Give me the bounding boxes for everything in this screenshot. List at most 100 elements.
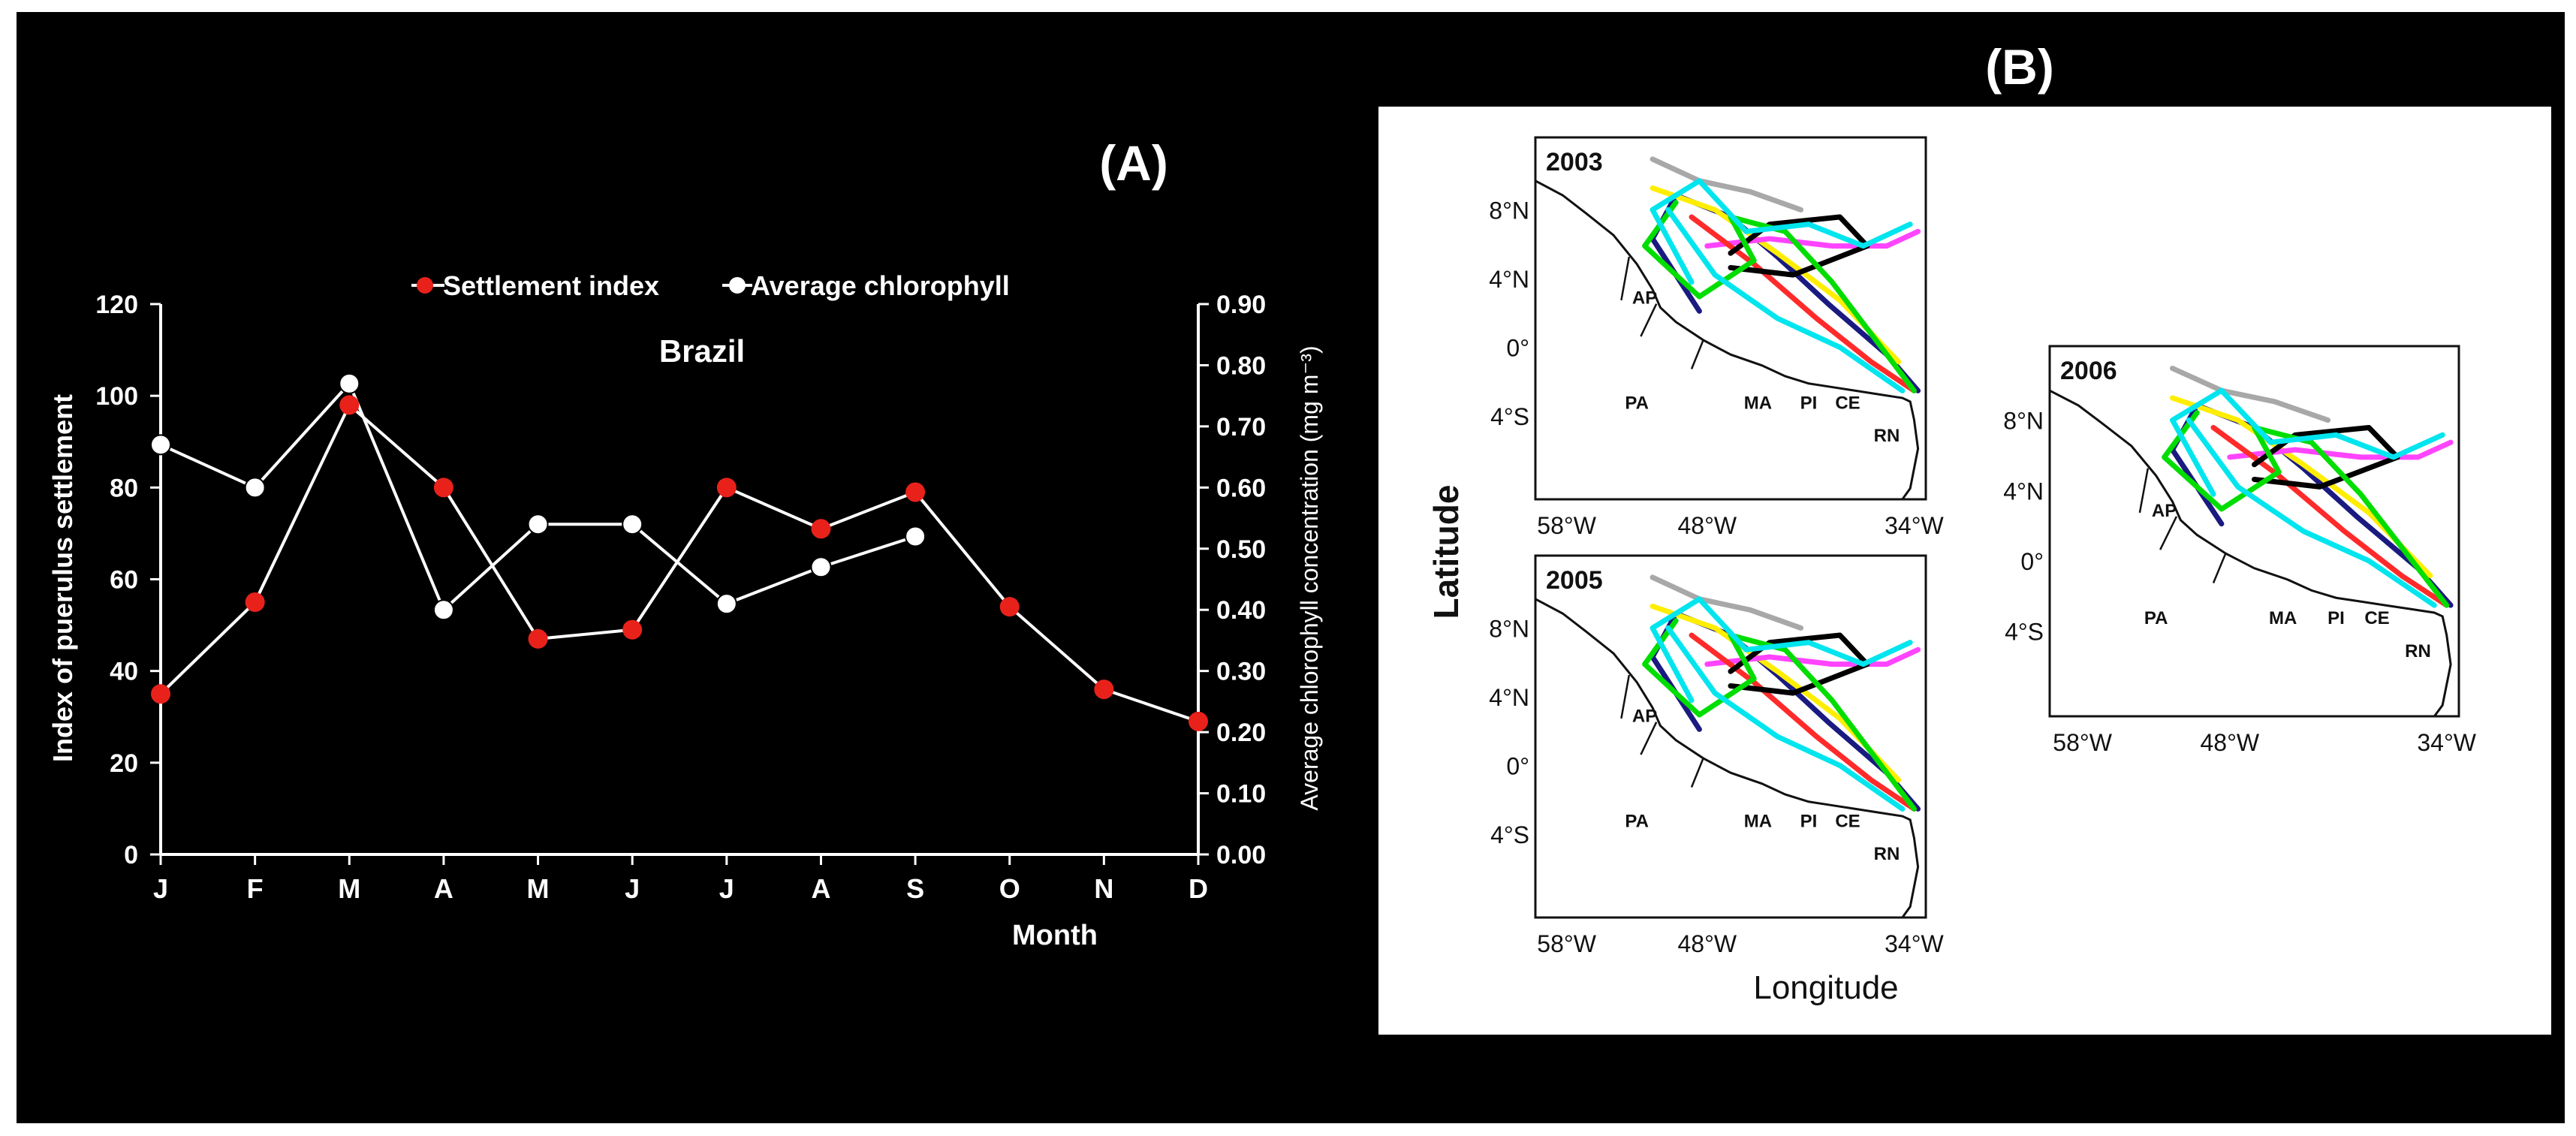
legend-chlorophyll-marker (729, 277, 746, 294)
longitude-tick-label: 58°W (1537, 930, 1596, 957)
right-tick-label: 0.70 (1216, 413, 1266, 441)
settlement-point (433, 478, 453, 498)
data-series (150, 372, 1208, 731)
region-label: AP (1632, 288, 1657, 309)
map-group: 2003 8°N 4°N 0° 4°S 58°W 48°W 34°W AP PA MA PI CE RN 2… (1489, 136, 2477, 957)
longitude-tick-label: 58°W (2053, 729, 2112, 756)
region-label: PA (1625, 393, 1649, 414)
latitude-axis-label: Latitude (1427, 485, 1466, 619)
larval-trajectory (2170, 366, 2331, 423)
map-frame (1534, 136, 1927, 501)
left-tick-label: 60 (110, 566, 138, 595)
latitude-tick-label: 0° (1506, 335, 1529, 362)
region-label: RN (2405, 641, 2431, 661)
latitude-tick-label: 4°S (1490, 821, 1529, 848)
x-tick-label: F (247, 873, 264, 904)
trajectory-map: 2005 8°N 4°N 0° 4°S 58°W 48°W 34°W AP PA MA PI CE RN (1489, 554, 1944, 957)
panel-b-maps: (B) Latitude Longitude 2003 8°N 4°N 0° 4°S 58… (1378, 39, 2551, 1035)
estuary-line (1690, 339, 1704, 369)
estuary-line (1640, 722, 1658, 755)
chlorophyll-point (244, 477, 266, 499)
region-label: MA (1744, 812, 1772, 832)
left-tick-label: 120 (95, 291, 138, 319)
latitude-tick-label: 4°S (1490, 403, 1529, 430)
chart-title: Brazil (659, 333, 745, 369)
chlorophyll-point (150, 434, 171, 456)
estuary-line (1620, 256, 1631, 301)
larval-trajectory (2170, 387, 2445, 497)
region-label: MA (2269, 608, 2297, 628)
map-frame (1534, 554, 1927, 919)
panel-b-label: (B) (1985, 39, 2054, 95)
x-tick-label: J (625, 873, 640, 904)
left-tick-label: 0 (124, 841, 138, 869)
settlement-point (1094, 679, 1114, 700)
trajectory-map: 2006 8°N 4°N 0° 4°S 58°W 48°W 34°W AP PA MA PI CE RN (2003, 345, 2477, 756)
x-tick-label: S (906, 873, 924, 904)
latitude-tick-label: 4°S (2005, 619, 2044, 646)
region-label: CE (2364, 608, 2389, 628)
x-tick-label: A (811, 873, 830, 904)
chlorophyll-point (810, 556, 832, 578)
estuary-line (2159, 516, 2178, 550)
larval-trajectory (1650, 596, 1913, 704)
region-label: MA (1744, 393, 1772, 414)
settlement-point (716, 478, 737, 498)
region-label: AP (2152, 501, 2177, 521)
map-year-label: 2005 (1546, 566, 1603, 595)
latitude-tick-label: 4°N (1489, 684, 1529, 711)
map-year-label: 2006 (2060, 357, 2117, 385)
estuary-line (1640, 303, 1658, 337)
legend-chlorophyll-label: Average chlorophyll (751, 270, 1010, 301)
longitude-tick-label: 48°W (2201, 729, 2260, 756)
panel-a-label: (A) (1099, 135, 1168, 191)
region-label: RN (1874, 426, 1900, 446)
estuary-line (2138, 468, 2150, 514)
chlorophyll-point (905, 526, 926, 547)
estuary-line (1620, 674, 1631, 719)
left-tick-label: 100 (95, 382, 138, 411)
right-tick-label: 0.50 (1216, 535, 1266, 564)
chlorophyll-point (432, 599, 454, 621)
x-tick-label: O (999, 873, 1020, 904)
settlement-line (159, 402, 1199, 723)
latitude-tick-label: 8°N (2003, 408, 2044, 435)
coastline (1535, 598, 1920, 918)
latitude-tick-label: 8°N (1489, 615, 1529, 642)
left-tick-label: 80 (110, 474, 138, 502)
x-tick-label: J (153, 873, 168, 904)
settlement-point (1189, 711, 1208, 731)
x-tick-label: N (1094, 873, 1113, 904)
coastline (2049, 389, 2452, 717)
settlement-point (811, 519, 831, 539)
larval-trajectory (1665, 625, 1906, 812)
region-label: PA (2144, 608, 2168, 628)
x-tick-label: J (719, 873, 734, 904)
right-tick-label: 0.60 (1216, 474, 1266, 502)
x-axis-label: Month (1012, 920, 1098, 951)
settlement-point (905, 482, 926, 502)
map-year-label: 2003 (1546, 148, 1603, 176)
chlorophyll-point (527, 514, 549, 535)
longitude-tick-label: 34°W (1885, 930, 1944, 957)
chlorophyll-point (339, 372, 360, 394)
settlement-point (622, 619, 643, 640)
longitude-tick-label: 48°W (1678, 930, 1737, 957)
latitude-tick-label: 0° (2020, 548, 2044, 575)
larval-trajectory (2186, 417, 2437, 608)
trajectory-map: 2003 8°N 4°N 0° 4°S 58°W 48°W 34°W AP PA MA PI CE RN (1489, 136, 1944, 539)
latitude-tick-label: 0° (1506, 753, 1529, 780)
region-label: PI (2327, 608, 2345, 628)
right-tick-label: 0.80 (1216, 351, 1266, 380)
settlement-point (151, 684, 170, 704)
x-tick-label: A (434, 873, 453, 904)
map-frame (2048, 345, 2460, 718)
right-tick-label: 0.40 (1216, 596, 1266, 625)
longitude-axis-label: Longitude (1753, 969, 1898, 1006)
panel-a-chart: (A) Settlement index Average chlorophyll… (47, 135, 1323, 951)
settlement-point (528, 628, 548, 649)
left-axis-label: Index of puerulus settlement (47, 394, 78, 762)
right-tick-label: 0.30 (1216, 658, 1266, 686)
x-tick-label: D (1189, 873, 1208, 904)
right-tick-label: 0.00 (1216, 841, 1266, 869)
